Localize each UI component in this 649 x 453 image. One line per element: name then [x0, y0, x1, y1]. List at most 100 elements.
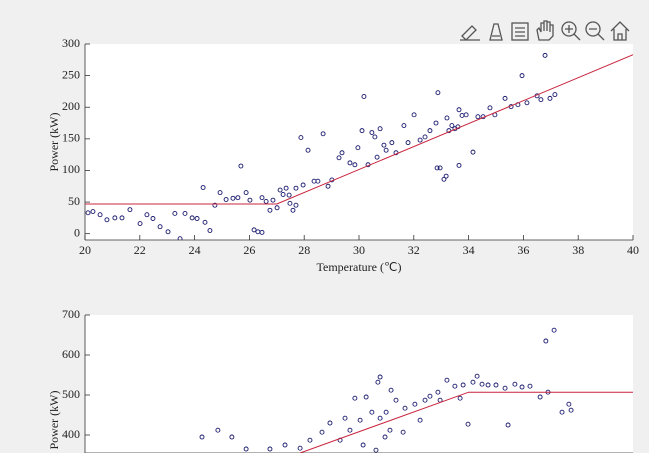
data-point: [527, 383, 533, 389]
data-point: [293, 202, 299, 208]
data-point: [352, 395, 358, 401]
pan-button[interactable]: [536, 20, 554, 41]
data-point: [487, 105, 493, 111]
x-tick-label: 24: [189, 243, 201, 257]
legend-button[interactable]: [511, 22, 529, 41]
data-point: [443, 173, 449, 179]
data-point: [336, 155, 342, 161]
data-point: [383, 147, 389, 153]
data-point: [361, 94, 367, 99]
data-point: [182, 210, 188, 216]
data-point: [435, 389, 441, 395]
data-point: [427, 393, 433, 399]
zoom-in-button[interactable]: [561, 21, 581, 41]
data-point: [375, 379, 381, 385]
data-point: [280, 192, 286, 197]
y-tick-label: 250: [62, 67, 80, 81]
data-point: [452, 383, 458, 389]
data-point: [307, 437, 313, 443]
data-point: [568, 407, 574, 413]
y-tick-label: 150: [62, 131, 80, 145]
data-point: [524, 100, 530, 106]
data-point: [359, 128, 365, 134]
data-point: [85, 210, 91, 216]
data-point: [543, 338, 549, 344]
data-point: [194, 216, 200, 221]
y-tick-label: 50: [68, 194, 80, 208]
plot-content: [85, 52, 633, 240]
x-axis-label: Temperature (℃): [317, 260, 402, 274]
data-point: [460, 382, 466, 388]
x-tick-label: 22: [134, 243, 146, 257]
data-point: [389, 140, 395, 146]
data-point: [157, 224, 163, 230]
data-point: [267, 446, 273, 452]
data-point: [485, 382, 491, 388]
data-point: [502, 385, 508, 391]
y-tick-label: 600: [62, 347, 80, 361]
data-point: [519, 384, 525, 390]
data-point: [412, 401, 418, 407]
data-point: [119, 215, 125, 221]
brush-button[interactable]: [489, 23, 503, 41]
data-point: [400, 429, 406, 435]
data-point: [97, 212, 103, 218]
data-point: [465, 421, 471, 427]
data-point: [259, 195, 265, 201]
data-point: [411, 112, 417, 118]
data-point: [360, 442, 366, 448]
data-point: [457, 395, 463, 401]
edit-plot-button[interactable]: [460, 25, 480, 41]
data-point: [444, 115, 450, 121]
x-tick-label: 30: [353, 243, 365, 257]
data-point: [339, 150, 345, 156]
zoom-out-button[interactable]: [585, 21, 605, 41]
data-point: [505, 422, 511, 428]
data-point: [355, 145, 361, 151]
data-point: [287, 200, 293, 206]
data-point: [538, 97, 544, 103]
home-button[interactable]: [610, 21, 630, 41]
data-point: [270, 197, 276, 203]
data-point: [405, 140, 411, 146]
data-point: [293, 185, 299, 191]
axes: 400 500 600 700 Power (kW): [47, 307, 633, 453]
data-point: [422, 134, 428, 140]
data-point: [230, 195, 236, 201]
data-point: [200, 185, 206, 190]
x-tick-label: 36: [517, 243, 529, 257]
data-point: [286, 192, 292, 198]
data-point: [290, 207, 296, 213]
data-point: [377, 374, 383, 380]
data-point: [202, 219, 208, 225]
data-point: [215, 427, 221, 433]
data-point: [127, 207, 133, 213]
x-tick-label: 34: [463, 243, 475, 257]
x-tick-label: 38: [572, 243, 584, 257]
data-point: [274, 205, 280, 211]
data-point: [189, 215, 195, 221]
data-point: [479, 381, 485, 387]
data-point: [537, 394, 543, 400]
data-point: [369, 130, 375, 135]
data-point: [238, 163, 244, 169]
data-point: [243, 190, 249, 196]
data-point: [347, 427, 353, 433]
data-point: [283, 185, 289, 191]
data-point: [388, 387, 394, 393]
data-point: [277, 187, 283, 193]
axes: 0 50 100 150 200 250 300 20 22 24 26 28 30 32 34 36 38 40…: [47, 36, 639, 274]
data-point: [437, 165, 443, 171]
data-point: [342, 415, 348, 421]
data-point: [456, 162, 462, 168]
data-point: [372, 134, 378, 140]
data-point: [104, 217, 110, 223]
data-point: [470, 379, 476, 385]
data-point: [382, 434, 388, 440]
y-tick-label: 100: [62, 162, 80, 176]
data-point: [377, 415, 383, 421]
data-point: [217, 190, 223, 196]
x-tick-label: 28: [298, 243, 310, 257]
data-point: [542, 52, 548, 58]
x-tick-label: 26: [243, 243, 255, 257]
